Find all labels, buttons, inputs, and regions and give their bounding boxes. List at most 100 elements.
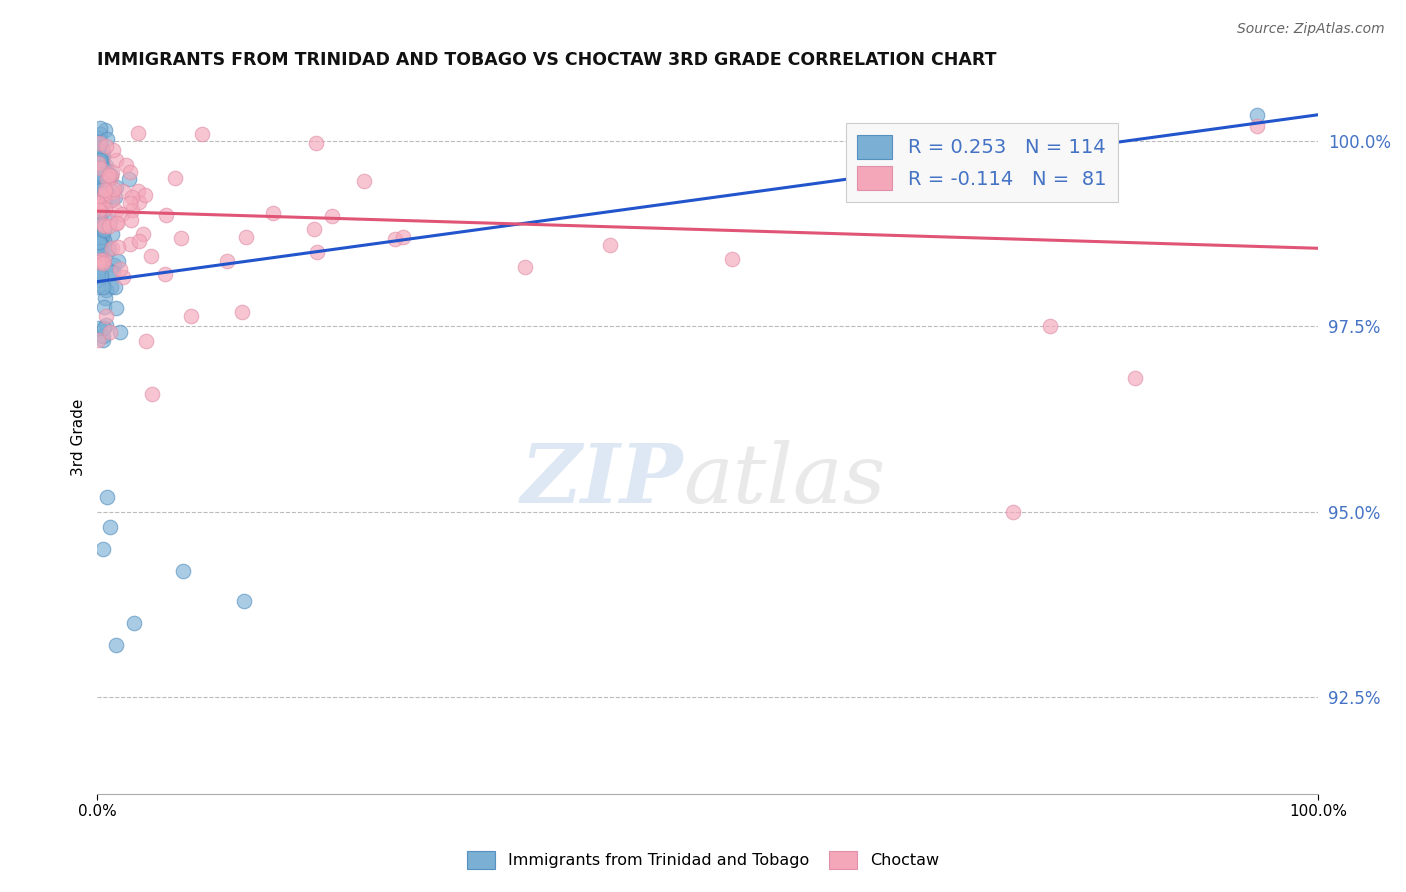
Point: [105, 216, 128, 230]
Point: [93, 164, 115, 178]
Point: [89, 169, 111, 184]
Point: [90, 167, 112, 181]
Point: [87, 212, 110, 227]
Point: [139, 249, 162, 263]
Point: [87, 252, 110, 266]
Point: [118, 236, 141, 251]
Point: [90, 268, 112, 283]
Point: [103, 258, 125, 272]
Point: [104, 204, 127, 219]
Point: [87, 156, 110, 170]
Point: [100, 213, 122, 227]
Point: [384, 232, 406, 246]
Point: [89, 121, 111, 136]
Point: [91, 150, 114, 164]
Point: [141, 387, 163, 401]
Point: [134, 188, 156, 202]
Point: [96, 159, 118, 173]
Point: [100, 170, 122, 185]
Point: [121, 190, 143, 204]
Point: [217, 254, 239, 268]
Point: [170, 231, 193, 245]
Point: [93, 541, 115, 556]
Point: [91, 181, 114, 195]
Point: [120, 213, 142, 227]
Point: [87, 184, 110, 198]
Point: [89, 230, 111, 244]
Point: [118, 196, 141, 211]
Point: [1002, 505, 1025, 519]
Point: [87, 141, 110, 155]
Point: [107, 240, 129, 254]
Point: [87, 264, 110, 278]
Text: Source: ZipAtlas.com: Source: ZipAtlas.com: [1237, 22, 1385, 37]
Point: [111, 269, 134, 284]
Text: IMMIGRANTS FROM TRINIDAD AND TOBAGO VS CHOCTAW 3RD GRADE CORRELATION CHART: IMMIGRANTS FROM TRINIDAD AND TOBAGO VS C…: [97, 51, 997, 69]
Point: [101, 193, 124, 207]
Point: [89, 166, 111, 180]
Point: [91, 256, 114, 270]
Point: [172, 564, 194, 578]
Point: [127, 126, 149, 140]
Point: [87, 229, 110, 244]
Point: [103, 264, 125, 278]
Point: [101, 227, 124, 241]
Point: [93, 253, 115, 268]
Point: [513, 260, 536, 274]
Point: [180, 309, 202, 323]
Point: [1246, 119, 1268, 133]
Point: [104, 179, 127, 194]
Point: [90, 252, 112, 267]
Point: [93, 192, 115, 206]
Point: [87, 178, 110, 192]
Point: [98, 519, 121, 533]
Point: [232, 593, 254, 607]
Point: [93, 222, 115, 236]
Point: [93, 188, 115, 202]
Point: [100, 280, 122, 294]
Point: [262, 205, 284, 219]
Point: [153, 267, 176, 281]
Point: [100, 185, 122, 199]
Point: [599, 237, 621, 252]
Point: [98, 172, 121, 186]
Point: [89, 136, 111, 151]
Point: [93, 169, 115, 183]
Point: [112, 184, 135, 198]
Point: [87, 234, 110, 248]
Point: [87, 131, 110, 145]
Point: [90, 150, 112, 164]
Point: [235, 230, 257, 244]
Point: [94, 318, 117, 332]
Point: [353, 174, 375, 188]
Point: [321, 210, 343, 224]
Point: [94, 291, 117, 305]
Point: [90, 205, 112, 219]
Text: atlas: atlas: [683, 441, 886, 520]
Point: [96, 172, 118, 186]
Point: [93, 161, 115, 175]
Point: [87, 268, 110, 283]
Point: [104, 153, 127, 167]
Point: [93, 300, 115, 314]
Point: [114, 158, 136, 172]
Point: [120, 165, 142, 179]
Point: [89, 237, 111, 252]
Point: [101, 241, 124, 255]
Point: [135, 334, 157, 348]
Point: [87, 255, 110, 269]
Point: [89, 165, 111, 179]
Point: [128, 195, 150, 210]
Point: [87, 214, 110, 228]
Point: [191, 128, 214, 142]
Point: [87, 196, 110, 211]
Point: [87, 199, 110, 213]
Point: [87, 184, 110, 198]
Point: [93, 186, 115, 200]
Point: [89, 321, 111, 335]
Point: [91, 197, 114, 211]
Point: [94, 138, 117, 153]
Point: [104, 638, 127, 652]
Point: [231, 305, 253, 319]
Point: [91, 229, 114, 244]
